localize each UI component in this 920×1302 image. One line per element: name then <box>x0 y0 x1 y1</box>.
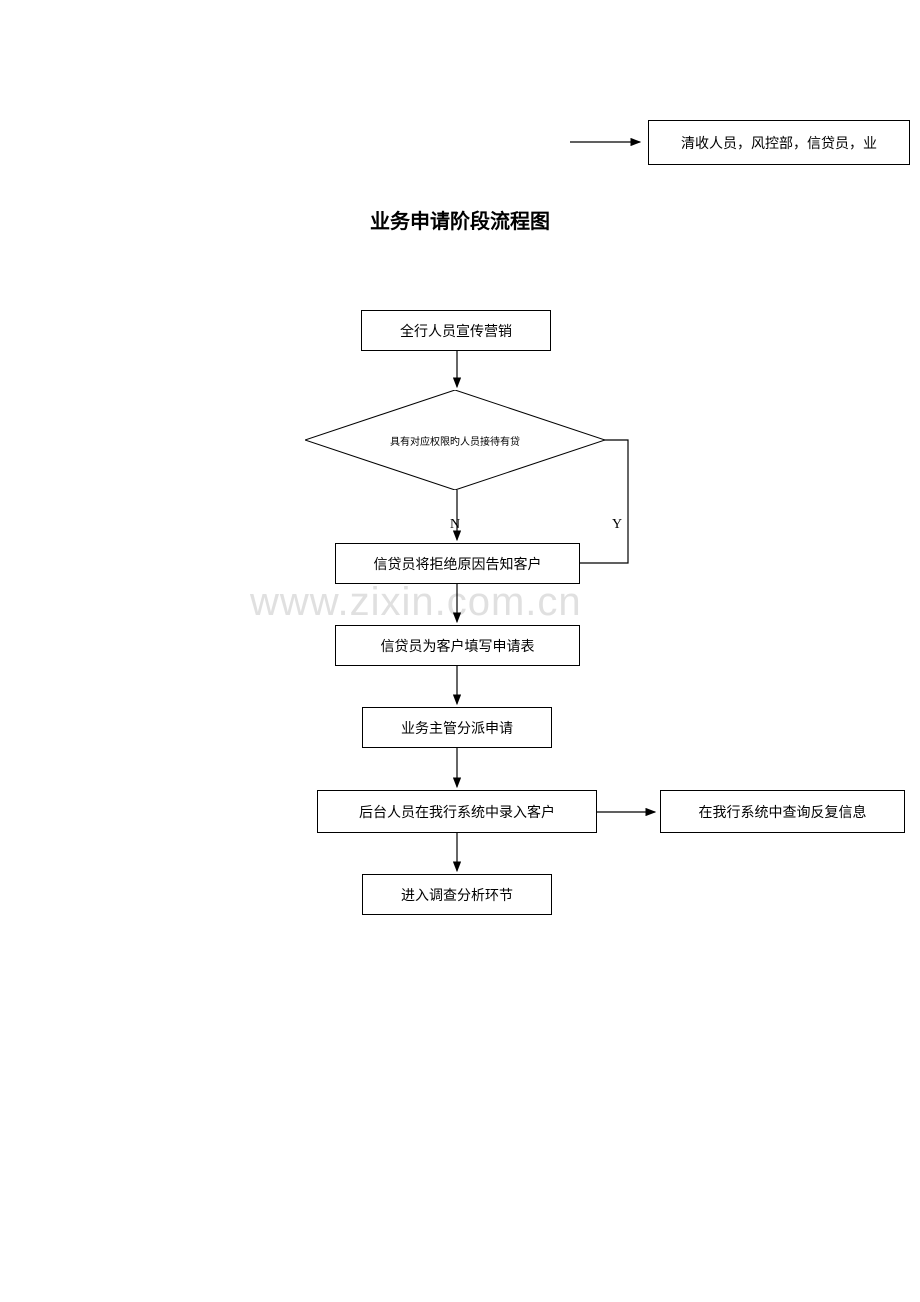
step2-label: 信贷员将拒绝原因告知客户 <box>374 554 542 574</box>
page-title: 业务申请阶段流程图 <box>0 205 920 234</box>
arrow-step4-to-step5 <box>451 748 465 793</box>
arrow-step3-to-step4 <box>451 666 465 710</box>
side-box-label: 在我行系统中查询反复信息 <box>699 802 867 822</box>
decision-diamond: 具有对应权限旳人员接待有贷 <box>305 390 605 490</box>
step5-label: 后台人员在我行系统中录入客户 <box>359 802 555 822</box>
watermark-text: www.zixin.com.cn <box>250 580 582 625</box>
step6-label: 进入调查分析环节 <box>401 885 513 905</box>
box-step5-enter-customer: 后台人员在我行系统中录入客户 <box>317 790 597 833</box>
arrow-step5-to-side <box>597 806 662 820</box>
decision-label: 具有对应权限旳人员接待有贷 <box>305 390 605 490</box>
decision-text: 具有对应权限旳人员接待有贷 <box>390 433 520 448</box>
box-step4-assign: 业务主管分派申请 <box>362 707 552 748</box>
line-decision-right-branch <box>580 430 640 570</box>
arrow-step1-to-decision <box>451 351 465 393</box>
arrow-to-top-right-box <box>570 136 650 150</box>
step4-label: 业务主管分派申请 <box>401 718 513 738</box>
step3-label: 信贷员为客户填写申请表 <box>381 636 535 656</box>
box-step1-marketing: 全行人员宣传营销 <box>361 310 551 351</box>
step1-label: 全行人员宣传营销 <box>400 321 512 341</box>
box-side-query-info: 在我行系统中查询反复信息 <box>660 790 905 833</box>
box-top-right-label: 清收人员，风控部，信贷员，业 <box>681 133 877 153</box>
box-step3-fill-application: 信贷员为客户填写申请表 <box>335 625 580 666</box>
decision-no-label: N <box>450 517 460 533</box>
box-top-right-roles: 清收人员，风控部，信贷员，业 <box>648 120 910 165</box>
box-step6-investigation: 进入调查分析环节 <box>362 874 552 915</box>
arrow-step5-to-step6 <box>451 833 465 877</box>
box-step2-reject-reason: 信贷员将拒绝原因告知客户 <box>335 543 580 584</box>
arrow-step2-to-step3 <box>451 584 465 628</box>
